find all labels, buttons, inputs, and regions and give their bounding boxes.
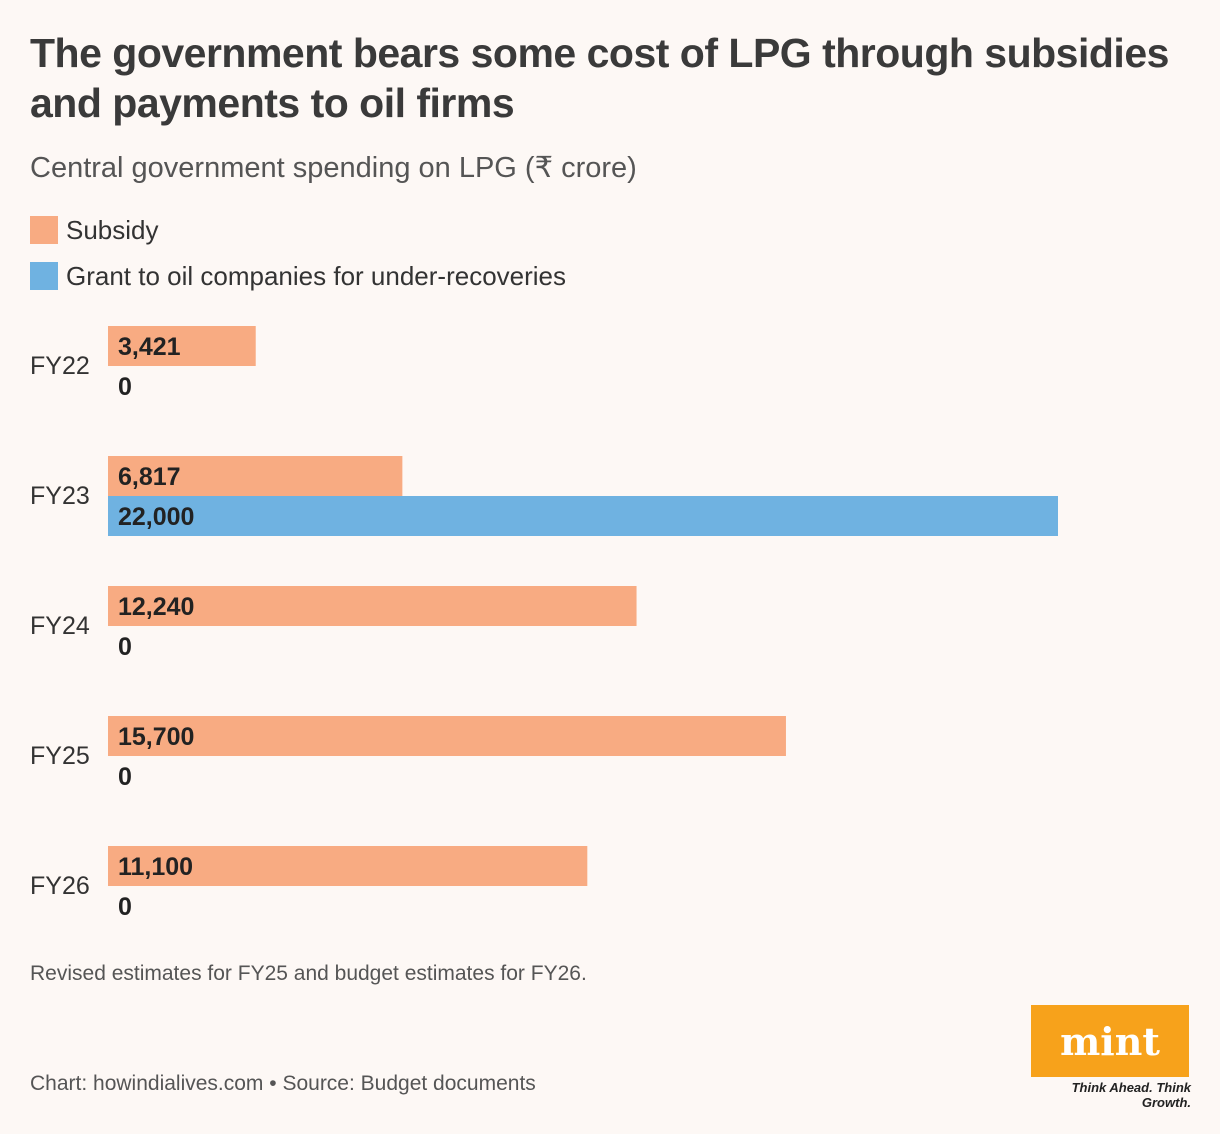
bar-subsidy-fy23 bbox=[108, 456, 403, 496]
data-label-grant-fy26: 0 bbox=[118, 893, 132, 921]
data-label-grant-fy24: 0 bbox=[118, 633, 132, 661]
data-label-subsidy-fy24: 12,240 bbox=[118, 593, 194, 621]
chart-subtitle: Central government spending on LPG (₹ cr… bbox=[30, 152, 637, 184]
legend-swatch-grant bbox=[30, 262, 58, 290]
legend-label-subsidy: Subsidy bbox=[66, 214, 159, 245]
chart-note: Revised estimates for FY25 and budget es… bbox=[30, 962, 587, 985]
legend-item-grant: Grant to oil companies for under-recover… bbox=[30, 260, 566, 292]
bar-chart: FY22 3,421 0 FY23 6,817 22,000 FY24 12,240 0 FY25… bbox=[30, 326, 1058, 921]
mint-logo: mint bbox=[1031, 1005, 1189, 1077]
bar-subsidy-fy22 bbox=[108, 326, 256, 366]
chart-credit: Chart: howindialives.com • Source: Budge… bbox=[30, 1072, 536, 1095]
legend-item-subsidy: Subsidy bbox=[30, 214, 159, 246]
data-label-subsidy-fy25: 15,700 bbox=[118, 723, 194, 751]
category-label-fy25: FY25 bbox=[30, 742, 90, 770]
data-label-grant-fy22: 0 bbox=[118, 373, 132, 401]
category-label-fy22: FY22 bbox=[30, 352, 90, 380]
bar-subsidy-fy26 bbox=[108, 846, 588, 886]
legend-label-grant: Grant to oil companies for under-recover… bbox=[66, 260, 567, 291]
data-label-subsidy-fy22: 3,421 bbox=[118, 333, 181, 361]
bar-subsidy-fy25 bbox=[108, 716, 786, 756]
data-label-grant-fy25: 0 bbox=[118, 763, 132, 791]
legend-swatch-subsidy bbox=[30, 216, 58, 244]
category-label-fy26: FY26 bbox=[30, 872, 90, 900]
mint-logo-text: mint bbox=[1060, 1018, 1160, 1064]
bar-grant-fy23 bbox=[108, 496, 1058, 536]
data-label-subsidy-fy23: 6,817 bbox=[118, 463, 181, 491]
chart-title: The government bears some cost of LPG th… bbox=[30, 30, 1169, 126]
category-label-fy24: FY24 bbox=[30, 612, 90, 640]
category-label-fy23: FY23 bbox=[30, 482, 90, 510]
bar-subsidy-fy24 bbox=[108, 586, 637, 626]
data-label-subsidy-fy26: 11,100 bbox=[118, 853, 193, 881]
data-label-grant-fy23: 22,000 bbox=[118, 503, 194, 531]
mint-tagline: Think Ahead. Think Growth. bbox=[1071, 1080, 1191, 1110]
